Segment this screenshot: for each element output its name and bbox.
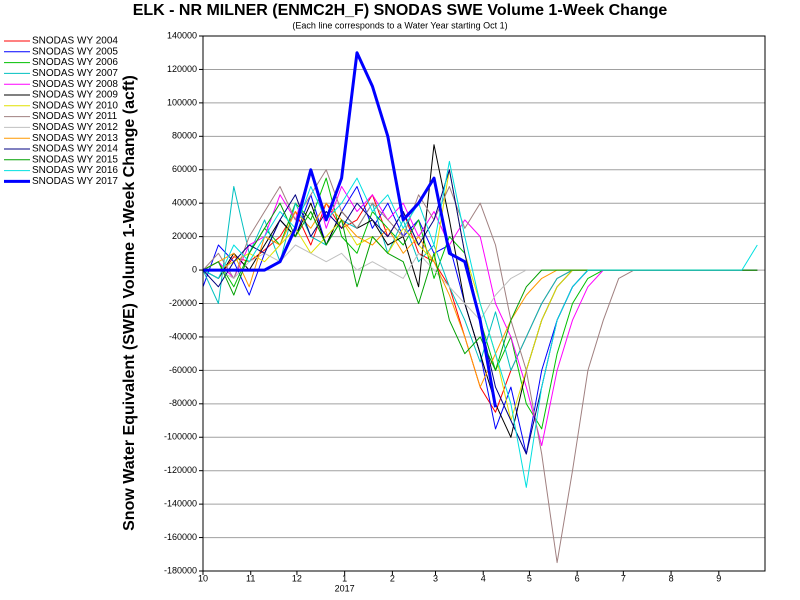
y-tick-label: 0 (192, 264, 197, 274)
plot-border (202, 35, 766, 572)
y-tick-label: 100000 (167, 97, 197, 107)
x-tick-label: 6 (575, 573, 580, 583)
x-tick-label: 5 (527, 573, 532, 583)
legend-label: SNODAS WY 2008 (32, 79, 118, 90)
x-tick-label: 2 (390, 573, 395, 583)
legend-label: SNODAS WY 2013 (32, 133, 118, 144)
y-tick-label: -180000 (164, 565, 197, 575)
legend-label: SNODAS WY 2016 (32, 165, 118, 176)
year-label: 2017 (335, 583, 355, 593)
legend-label: SNODAS WY 2011 (32, 111, 118, 122)
legend-label: SNODAS WY 2009 (32, 90, 118, 101)
x-tick-label: 4 (481, 573, 486, 583)
y-axis-label: Snow Water Equivalent (SWE) Volume 1-Wee… (121, 75, 138, 531)
y-tick-label: -160000 (164, 532, 197, 542)
y-tick-label: -80000 (169, 398, 197, 408)
y-tick-label: -140000 (164, 499, 197, 509)
legend-label: SNODAS WY 2007 (32, 68, 118, 79)
legend-label: SNODAS WY 2004 (32, 36, 118, 47)
chart-subtitle: (Each line corresponds to a Water Year s… (292, 20, 507, 30)
x-tick-label: 11 (246, 573, 255, 583)
legend-label: SNODAS WY 2012 (32, 122, 118, 133)
x-tick-label: 12 (292, 573, 302, 583)
y-tick-label: 140000 (167, 30, 197, 40)
chart-title: ELK - NR MILNER (ENMC2H_F) SNODAS SWE Vo… (133, 2, 668, 19)
y-tick-label: 20000 (172, 231, 197, 241)
legend-label: SNODAS WY 2010 (32, 100, 118, 111)
y-tick-label: -120000 (164, 465, 197, 475)
x-tick-label: 8 (669, 573, 674, 583)
legend-label: SNODAS WY 2005 (32, 46, 118, 57)
x-tick-label: 1 (342, 573, 347, 583)
y-tick-label: -40000 (169, 331, 197, 341)
y-tick-label: -20000 (169, 298, 197, 308)
x-tick-label: 10 (198, 573, 208, 583)
x-tick-label: 9 (716, 573, 721, 583)
x-tick-label: 7 (621, 573, 626, 583)
legend-label: SNODAS WY 2017 (32, 176, 118, 187)
x-tick-label: 3 (433, 573, 438, 583)
y-tick-label: -100000 (164, 432, 197, 442)
legend-label: SNODAS WY 2006 (32, 57, 118, 68)
series-line (203, 51, 497, 408)
y-tick-label: -60000 (169, 365, 197, 375)
y-tick-label: 60000 (172, 164, 197, 174)
y-tick-label: 40000 (172, 198, 197, 208)
y-tick-label: 80000 (172, 131, 197, 141)
legend-label: SNODAS WY 2015 (32, 154, 118, 165)
y-tick-label: 120000 (167, 64, 197, 74)
legend-label: SNODAS WY 2014 (32, 144, 118, 155)
